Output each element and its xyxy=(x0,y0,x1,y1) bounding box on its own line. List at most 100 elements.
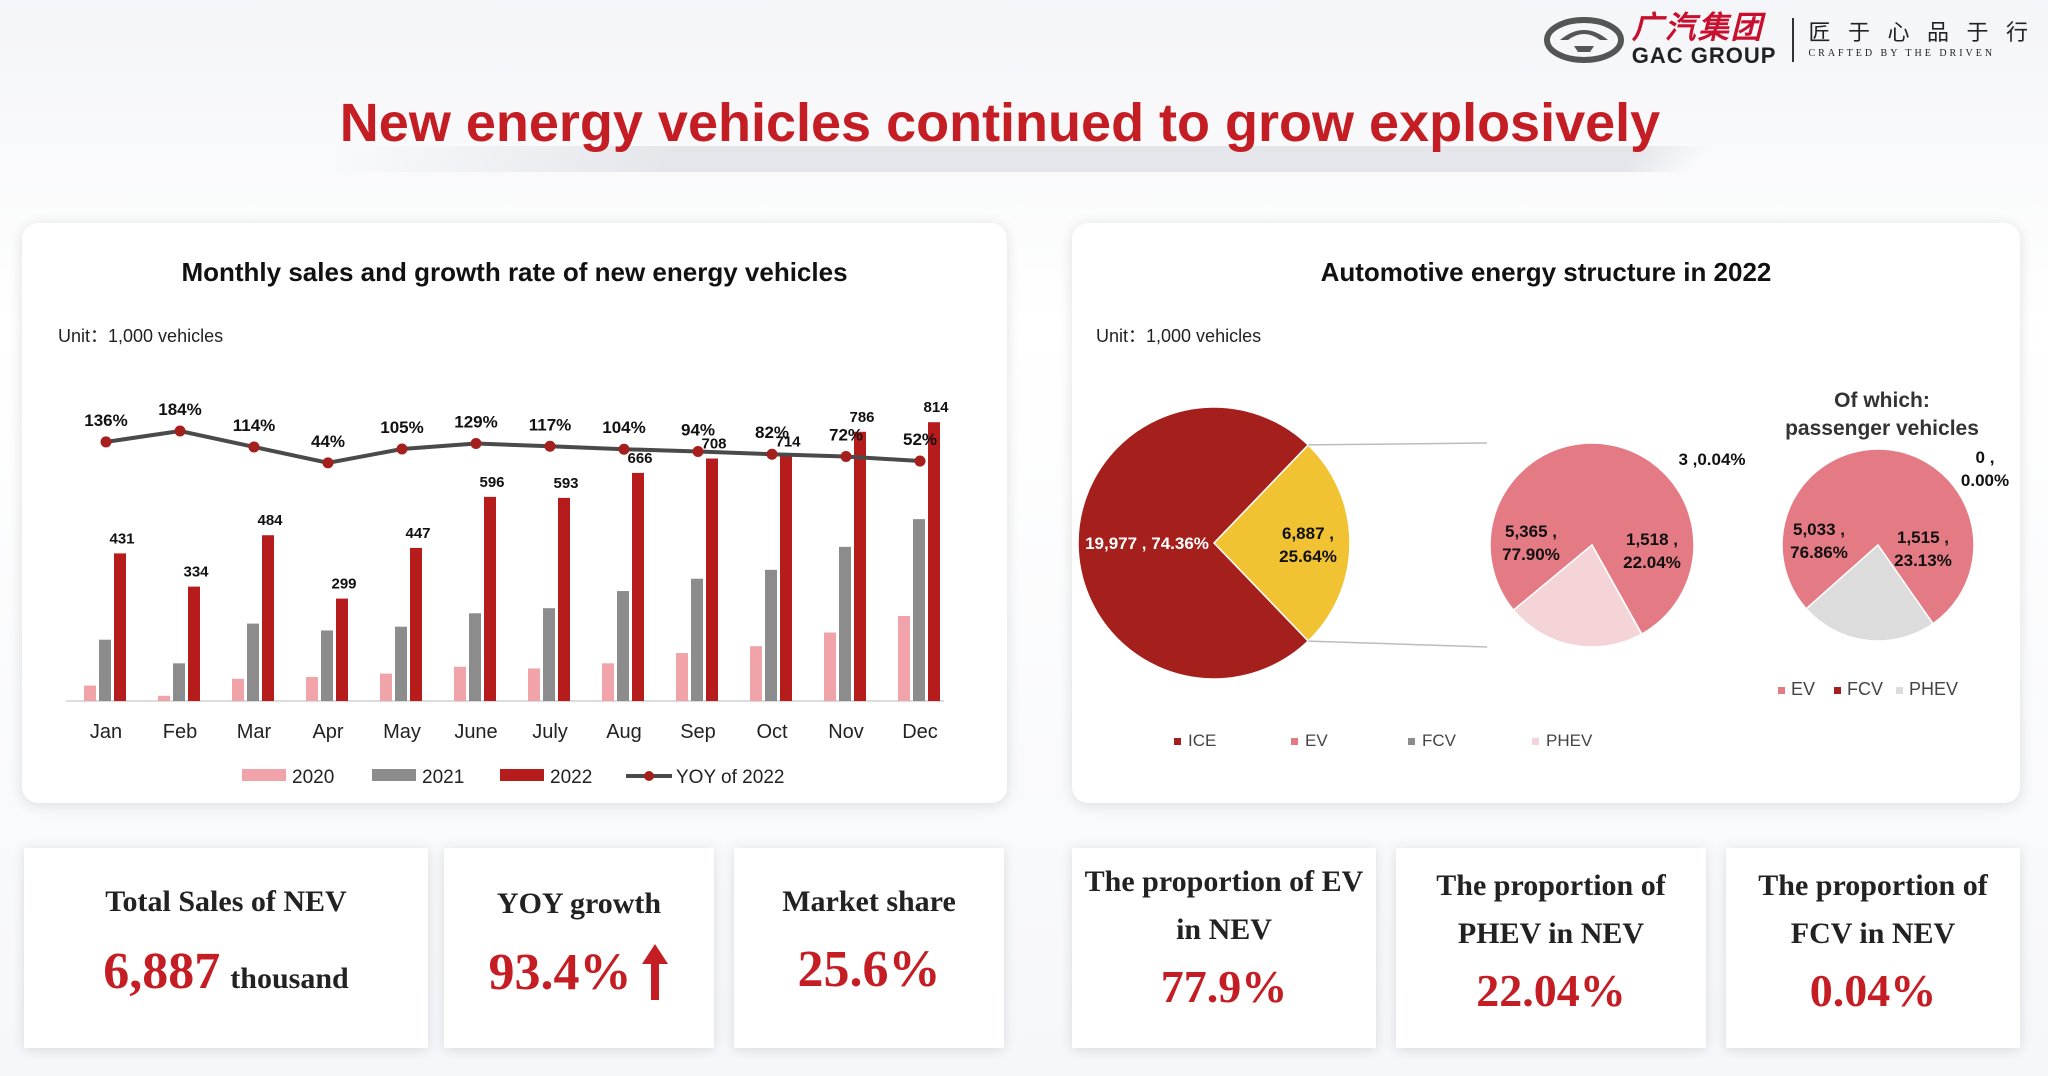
bar-2021 xyxy=(395,626,407,701)
bar-2022 xyxy=(188,586,200,701)
x-tick-label: Feb xyxy=(163,721,197,743)
monthly-sales-chart: 431 Jan 334 Feb 484 Mar 299 Apr 447 May 596 June 593… xyxy=(66,399,949,788)
yoy-point xyxy=(766,448,778,460)
bar-2022 xyxy=(262,535,274,701)
energy-structure-chart: 19,977 , 74.36% 6,887 , 25.64% 5,365 , 77.90… xyxy=(1077,389,2009,750)
legend-label: 2021 xyxy=(422,767,464,788)
bar-2022 xyxy=(336,598,348,701)
bar-2020 xyxy=(306,677,318,701)
bar-data-label: 431 xyxy=(109,530,134,547)
legend-swatch xyxy=(1896,687,1903,694)
yoy-point xyxy=(396,443,408,455)
bar-2021 xyxy=(765,569,777,701)
bar-data-label: 447 xyxy=(405,525,430,542)
legend-label: FCV xyxy=(1847,679,1883,699)
energy-structure-unit: Unit：1,000 vehicles xyxy=(1096,326,1262,346)
pie-data-label: 23.13% xyxy=(1894,551,1952,570)
yoy-data-label: 114% xyxy=(233,416,276,435)
yoy-point xyxy=(914,455,926,467)
x-tick-label: July xyxy=(532,721,568,743)
pie-data-label: 0 , xyxy=(1976,448,1995,467)
legend-swatch xyxy=(1778,687,1785,694)
yoy-point xyxy=(618,443,630,455)
stat-phev-proportion: The proportion of PHEV in NEV 22.04% xyxy=(1396,848,1706,1048)
yoy-data-label: 94% xyxy=(681,420,715,439)
bar-2022 xyxy=(928,422,940,701)
connector-line xyxy=(1308,640,1488,648)
bar-2020 xyxy=(528,668,540,701)
yoy-line xyxy=(105,428,921,465)
bar-data-label: 596 xyxy=(479,474,504,491)
pie-data-label: 25.64% xyxy=(1279,547,1337,566)
passenger-pie-title: passenger vehicles xyxy=(1785,417,1979,440)
stat-yoy-growth: YOY growth 93.4% xyxy=(444,848,714,1048)
stat-value: 77.9% xyxy=(1160,961,1288,1012)
stat-label-line2: in NEV xyxy=(1176,913,1272,946)
x-tick-label: Sep xyxy=(680,721,716,743)
gac-emblem-icon xyxy=(1543,17,1624,63)
gac-logo: 广汽集团 GAC GROUP 匠 于 心 品 于 行 CRAFTED BY TH… xyxy=(1543,12,2034,68)
logo-divider xyxy=(1792,18,1795,62)
bar-2021 xyxy=(543,608,555,701)
bar-2022 xyxy=(706,458,718,701)
bar-2020 xyxy=(380,673,392,701)
slogan-en: CRAFTED BY THE DRIVEN xyxy=(1808,48,1996,59)
stat-label-line1: The proportion of xyxy=(1436,869,1666,902)
pie-data-label: 5,365 , xyxy=(1505,522,1557,541)
x-tick-label: June xyxy=(454,721,497,743)
stat-unit: thousand xyxy=(230,962,349,995)
stat-label: YOY growth xyxy=(496,887,662,920)
yoy-data-label: 52% xyxy=(903,430,937,449)
stat-value: 0.04% xyxy=(1809,965,1937,1016)
stat-fcv-proportion: The proportion of FCV in NEV 0.04% xyxy=(1726,848,2020,1048)
bar-data-label: 708 xyxy=(701,436,726,453)
stat-label-line1: The proportion of xyxy=(1758,869,1988,902)
legend-label: YOY of 2022 xyxy=(676,767,784,788)
yoy-data-label: 82% xyxy=(755,423,789,442)
bar-2022 xyxy=(114,553,126,701)
bar-data-label: 334 xyxy=(183,564,209,581)
stat-label-line1: The proportion of EV xyxy=(1084,865,1364,898)
x-tick-label: Apr xyxy=(312,721,343,743)
pie-data-label: 0.00% xyxy=(1961,471,2009,490)
pie-slice-EV xyxy=(1489,442,1695,636)
legend-swatch xyxy=(1291,738,1298,745)
legend-swatch xyxy=(242,769,286,781)
bar-2020 xyxy=(84,685,96,701)
legend-label: ICE xyxy=(1188,731,1216,750)
bar-data-label: 714 xyxy=(775,433,801,450)
x-tick-label: Mar xyxy=(237,721,272,743)
pie-slice-PHEV xyxy=(1805,543,1935,642)
slogan-cn: 匠 于 心 品 于 行 xyxy=(1808,20,2034,45)
legend-label: EV xyxy=(1791,679,1815,699)
stat-ev-proportion: The proportion of EV in NEV 77.9% xyxy=(1072,848,1376,1048)
legend-swatch xyxy=(1532,738,1539,745)
page-title: New energy vehicles continued to grow ex… xyxy=(339,93,1661,153)
bar-2021 xyxy=(617,591,629,701)
logo-en-text: GAC GROUP xyxy=(1631,43,1777,68)
x-tick-label: Nov xyxy=(828,721,864,743)
pie-data-label: 1,518 , xyxy=(1626,530,1678,549)
bar-data-label: 484 xyxy=(257,512,283,529)
stat-label: Total Sales of NEV xyxy=(105,885,347,918)
pie-data-label: 3 ,0.04% xyxy=(1678,450,1745,469)
yoy-data-label: 184% xyxy=(158,400,201,419)
bar-data-label: 593 xyxy=(553,475,578,492)
stat-market-share: Market share 25.6% xyxy=(734,848,1004,1048)
bar-2020 xyxy=(824,632,836,701)
legend-label: PHEV xyxy=(1546,731,1593,750)
legend-swatch xyxy=(372,769,416,781)
bar-data-label: 814 xyxy=(923,399,949,416)
x-tick-label: Aug xyxy=(606,721,642,743)
stat-value: 6,887 xyxy=(103,943,221,1000)
bar-2020 xyxy=(602,663,614,701)
legend-line-marker xyxy=(644,771,654,781)
stat-value: 22.04% xyxy=(1476,965,1626,1016)
pie-slice-PHEV xyxy=(1512,543,1643,648)
bar-2021 xyxy=(913,519,925,701)
bar-2021 xyxy=(691,578,703,701)
pie-slice-NEV xyxy=(1212,443,1351,643)
pie-slice-ICE xyxy=(1077,406,1310,680)
legend-swatch xyxy=(1834,687,1841,694)
yoy-point xyxy=(840,451,852,463)
